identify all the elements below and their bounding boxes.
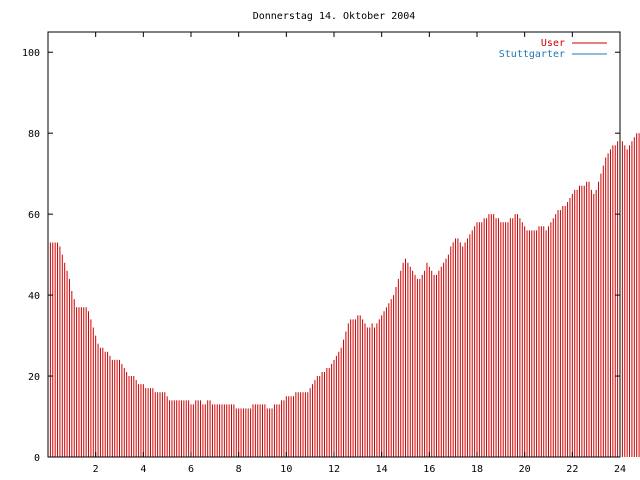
x-tick-label: 8 [236, 464, 242, 475]
chart-title: Donnerstag 14. Oktober 2004 [253, 11, 416, 22]
x-tick-label: 2 [93, 464, 99, 475]
legend-label: User [541, 38, 565, 49]
bar-series-user [47, 133, 640, 457]
x-tick-label: 12 [328, 464, 340, 475]
y-tick-label: 40 [28, 291, 40, 302]
legend-label: Stuttgarter [499, 49, 565, 60]
y-tick-label: 0 [34, 453, 40, 464]
y-tick-label: 80 [28, 129, 40, 140]
y-tick-label: 60 [28, 210, 40, 221]
x-tick-label: 14 [376, 464, 388, 475]
x-tick-label: 4 [140, 464, 146, 475]
x-tick-label: 10 [280, 464, 292, 475]
x-tick-label: 6 [188, 464, 194, 475]
x-tick-label: 20 [519, 464, 531, 475]
x-tick-label: 16 [423, 464, 435, 475]
x-tick-label: 24 [614, 464, 626, 475]
y-tick-label: 100 [22, 48, 40, 59]
x-tick-label: 18 [471, 464, 483, 475]
x-tick-label: 22 [566, 464, 578, 475]
y-tick-label: 20 [28, 372, 40, 383]
